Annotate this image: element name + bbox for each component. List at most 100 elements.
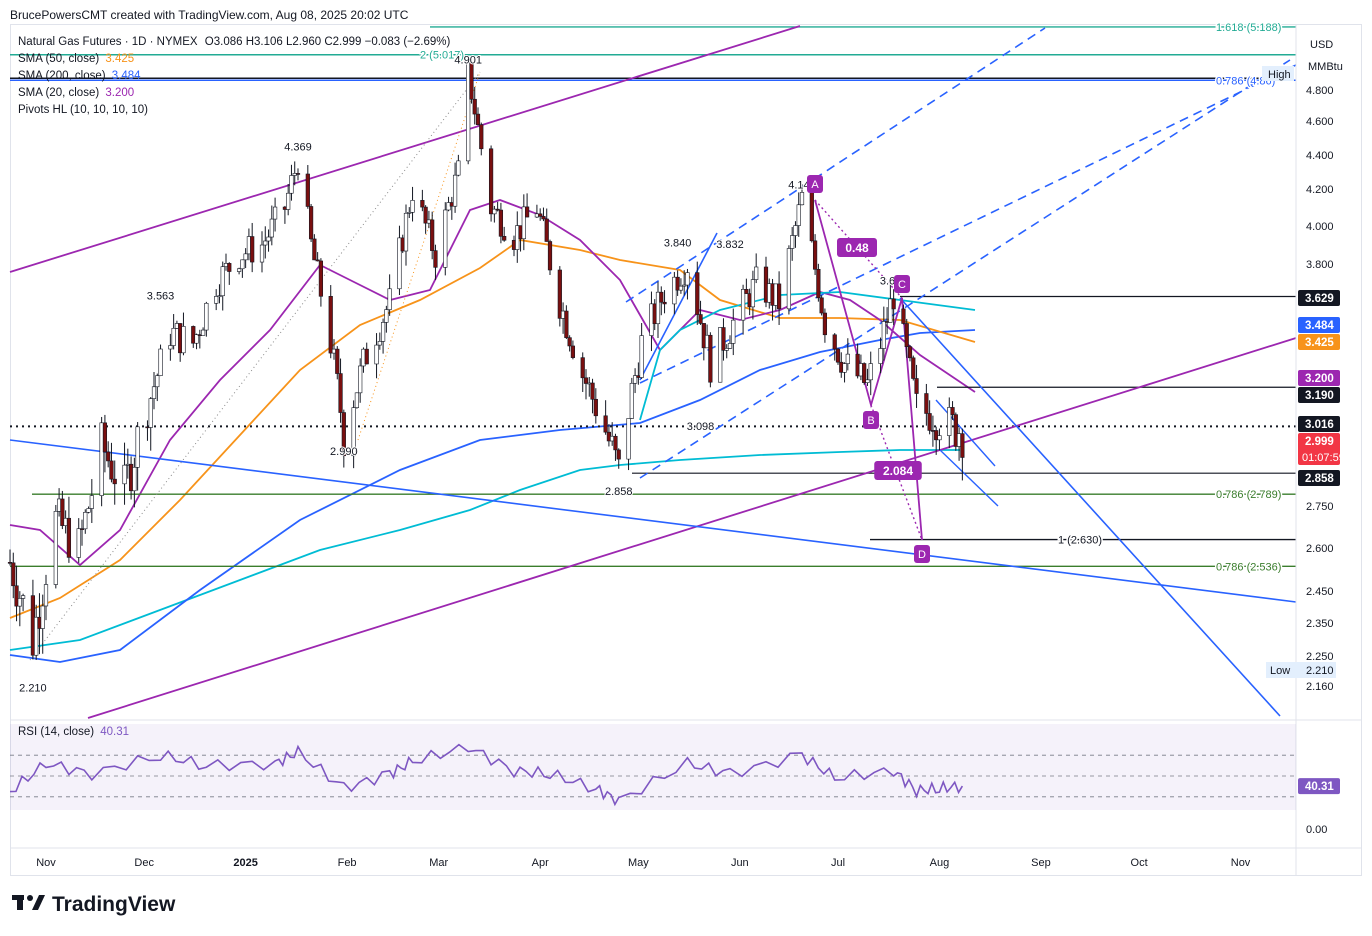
legend-title-row: Natural Gas Futures · 1D · NYMEX O3.086 … xyxy=(18,34,450,51)
candle xyxy=(364,342,369,365)
candle xyxy=(603,400,608,435)
candle-body xyxy=(613,435,618,451)
candle xyxy=(89,479,94,523)
candle xyxy=(934,426,939,455)
candle-body xyxy=(911,357,916,379)
candle-body xyxy=(927,413,932,431)
candle xyxy=(335,346,340,380)
candle xyxy=(86,506,91,514)
footer-brand[interactable]: TradingView xyxy=(12,893,175,917)
harmonic-ratio-badge: 0.48 xyxy=(837,238,877,257)
candle-body xyxy=(420,200,425,208)
candle-body xyxy=(888,298,893,323)
candle xyxy=(835,347,841,365)
candle-body xyxy=(924,393,929,414)
candle xyxy=(878,337,883,374)
legend: Natural Gas Futures · 1D · NYMEX O3.086 … xyxy=(18,34,450,119)
candle-body xyxy=(200,329,206,336)
candle xyxy=(570,340,576,360)
x-tick-label: Feb xyxy=(338,857,357,869)
legend-sma200-value: 3.484 xyxy=(111,70,141,82)
candle xyxy=(351,400,356,469)
candle xyxy=(423,205,428,234)
candle xyxy=(466,57,471,165)
candle-body xyxy=(151,386,157,399)
candle-body xyxy=(132,467,137,492)
currency-label: USD xyxy=(1310,39,1334,51)
candle xyxy=(639,323,644,379)
candle-body xyxy=(456,160,461,176)
candle xyxy=(495,201,500,212)
pivot-label: 4.901 xyxy=(454,55,482,67)
candle xyxy=(672,271,677,315)
candle xyxy=(151,371,157,410)
candle xyxy=(40,594,45,654)
candle xyxy=(295,168,301,181)
candle-body xyxy=(865,379,870,383)
pivot-label: 2.210 xyxy=(19,682,47,694)
candle-body xyxy=(682,284,687,287)
candle-body xyxy=(364,348,369,365)
candle-body xyxy=(812,240,818,270)
price-badge-text: 3.200 xyxy=(1305,373,1334,385)
candle-body xyxy=(727,343,733,349)
candle xyxy=(492,205,497,223)
candle xyxy=(475,107,481,126)
legend-sma20[interactable]: SMA (20, close) 3.200 xyxy=(18,85,450,102)
sma200-line xyxy=(9,329,976,663)
legend-pivots-label: Pivots HL (10, 10, 10, 10) xyxy=(18,104,148,116)
candle-body xyxy=(204,302,209,331)
candle xyxy=(358,358,363,403)
candle xyxy=(135,422,140,491)
unit-box[interactable]: USD MMBtu xyxy=(1302,34,1343,78)
fib-level-label: 1.618 (5.188) xyxy=(1216,22,1281,34)
candle-body xyxy=(659,291,664,303)
legend-sma20-label: SMA (20, close) xyxy=(18,87,100,99)
candle-body xyxy=(538,213,543,217)
candle-body xyxy=(171,327,176,346)
candle-body xyxy=(845,353,850,364)
price-badge: 3.629 xyxy=(1298,290,1340,306)
candle-body xyxy=(318,260,324,297)
candle xyxy=(541,207,546,222)
legend-sma200[interactable]: SMA (200, close) 3.484 xyxy=(18,68,450,85)
channel-lower-line xyxy=(87,337,1297,719)
candle-body xyxy=(295,173,301,175)
candle xyxy=(155,373,160,402)
candle-body xyxy=(384,309,389,323)
price-badge: 3.016 xyxy=(1298,416,1340,432)
candle xyxy=(272,197,278,232)
wedge-upper-line xyxy=(935,399,996,467)
candle-body xyxy=(544,218,549,242)
rsi-legend[interactable]: RSI (14, close) 40.31 xyxy=(18,726,129,738)
candle-body xyxy=(632,375,638,384)
candle xyxy=(822,308,828,343)
candle xyxy=(112,460,117,505)
legend-pivots[interactable]: Pivots HL (10, 10, 10, 10) xyxy=(18,102,450,119)
candle xyxy=(799,184,805,206)
candle xyxy=(659,286,664,316)
high-label-text: High xyxy=(1268,69,1291,81)
candle xyxy=(698,300,703,325)
candle xyxy=(911,355,916,381)
candle xyxy=(786,245,792,315)
x-tick-label: Aug xyxy=(930,857,950,869)
legend-sma50[interactable]: SMA (50, close) 3.425 xyxy=(18,51,450,68)
candle-body xyxy=(567,337,572,347)
candle-body xyxy=(122,464,127,485)
candle-body xyxy=(891,298,896,310)
chart-frame[interactable] xyxy=(10,24,1362,876)
candle-body xyxy=(374,344,379,365)
candle xyxy=(259,231,265,273)
harmonic-point-b: B xyxy=(863,411,879,429)
candle-body xyxy=(914,378,919,394)
y-tick-label: 2.600 xyxy=(1306,543,1334,555)
candle-body xyxy=(868,363,873,381)
candle xyxy=(194,333,199,350)
price-badge: 2.999 xyxy=(1298,433,1340,465)
candle xyxy=(14,565,19,622)
candle-body xyxy=(799,192,805,206)
candle xyxy=(744,278,749,294)
